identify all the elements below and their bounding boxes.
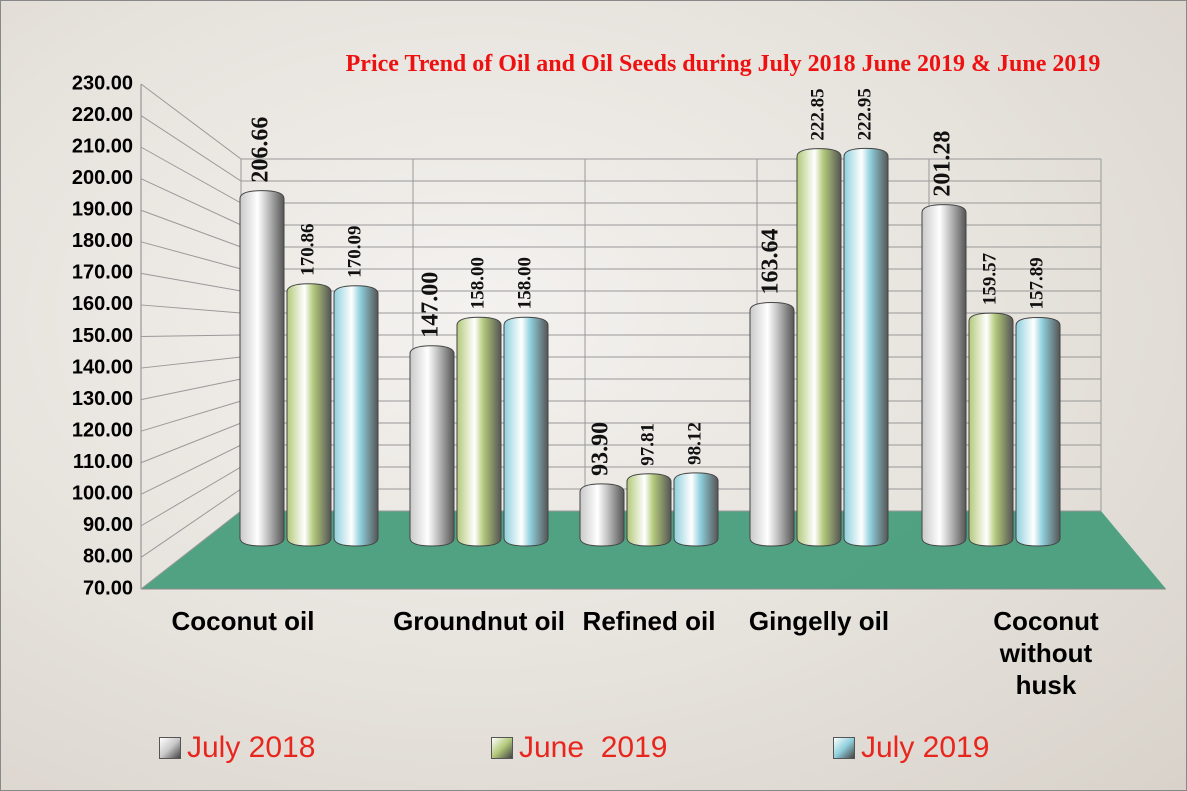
legend-label: June 2019 [519,731,668,764]
bar [843,147,889,547]
y-tick-label: 70.00 [83,577,133,599]
grid-line [140,146,1101,204]
bar [409,345,455,547]
value-label: 201.28 [930,131,956,197]
bar [239,190,285,547]
bar [503,316,549,547]
grid-line [140,83,1101,160]
bar [1015,316,1061,547]
bar [968,312,1014,547]
value-label: 163.64 [758,229,784,295]
bar [796,148,842,547]
bar [333,285,379,547]
y-tick-label: 90.00 [83,514,133,536]
x-tick-label: Coconut oil [171,606,315,636]
y-tick-label: 80.00 [83,546,133,568]
legend-label: July 2018 [187,731,316,764]
y-tick-label: 170.00 [72,262,133,284]
value-label: 222.95 [854,88,875,140]
bar [673,472,719,547]
bar [626,473,672,547]
value-label: 170.09 [344,226,365,278]
value-label: 206.66 [248,117,274,183]
legend-item: June 2019 [491,731,667,765]
value-label: 159.57 [979,252,1000,305]
floor [141,511,1166,589]
bar [456,316,502,547]
legend-item: July 2018 [159,731,315,765]
y-tick-label: 220.00 [72,104,133,126]
y-tick-label: 230.00 [72,72,133,94]
y-tick-label: 200.00 [72,167,133,189]
chart-title: Price Trend of Oil and Oil Seeds during … [345,51,1101,77]
bar [286,283,332,547]
x-tick-label: Refined oil [582,606,716,636]
y-tick-label: 180.00 [72,230,133,252]
value-label: 158.00 [467,257,488,309]
x-tick-label: Coconut without husk [993,606,1099,700]
bar [921,204,967,547]
legend-label: July 2019 [861,731,990,764]
value-label: 170.86 [297,224,318,276]
legend-swatch [491,737,513,759]
y-tick-label: 130.00 [72,388,133,410]
bar [579,483,625,547]
y-tick-label: 150.00 [72,325,133,347]
grid-line [140,115,1101,182]
value-label: 147.00 [418,272,444,338]
y-tick-label: 190.00 [72,199,133,221]
value-label: 93.90 [588,422,614,476]
value-label: 97.81 [637,423,658,466]
legend-swatch [159,737,181,759]
y-tick-label: 110.00 [73,451,133,473]
legend-item: July 2019 [833,731,989,765]
value-label: 157.89 [1026,257,1047,309]
x-tick-label: Gingelly oil [748,606,890,636]
value-label: 98.12 [684,422,705,465]
legend-swatch [833,737,855,759]
value-label: 222.85 [807,88,828,140]
x-tick-label: Groundnut oil [393,606,565,636]
bar [749,302,795,547]
y-tick-label: 140.00 [72,356,133,378]
y-tick-label: 160.00 [72,293,133,315]
y-tick-label: 100.00 [72,483,133,505]
y-tick-label: 120.00 [72,419,133,441]
value-label: 158.00 [514,257,535,309]
y-tick-label: 210.00 [72,135,133,157]
